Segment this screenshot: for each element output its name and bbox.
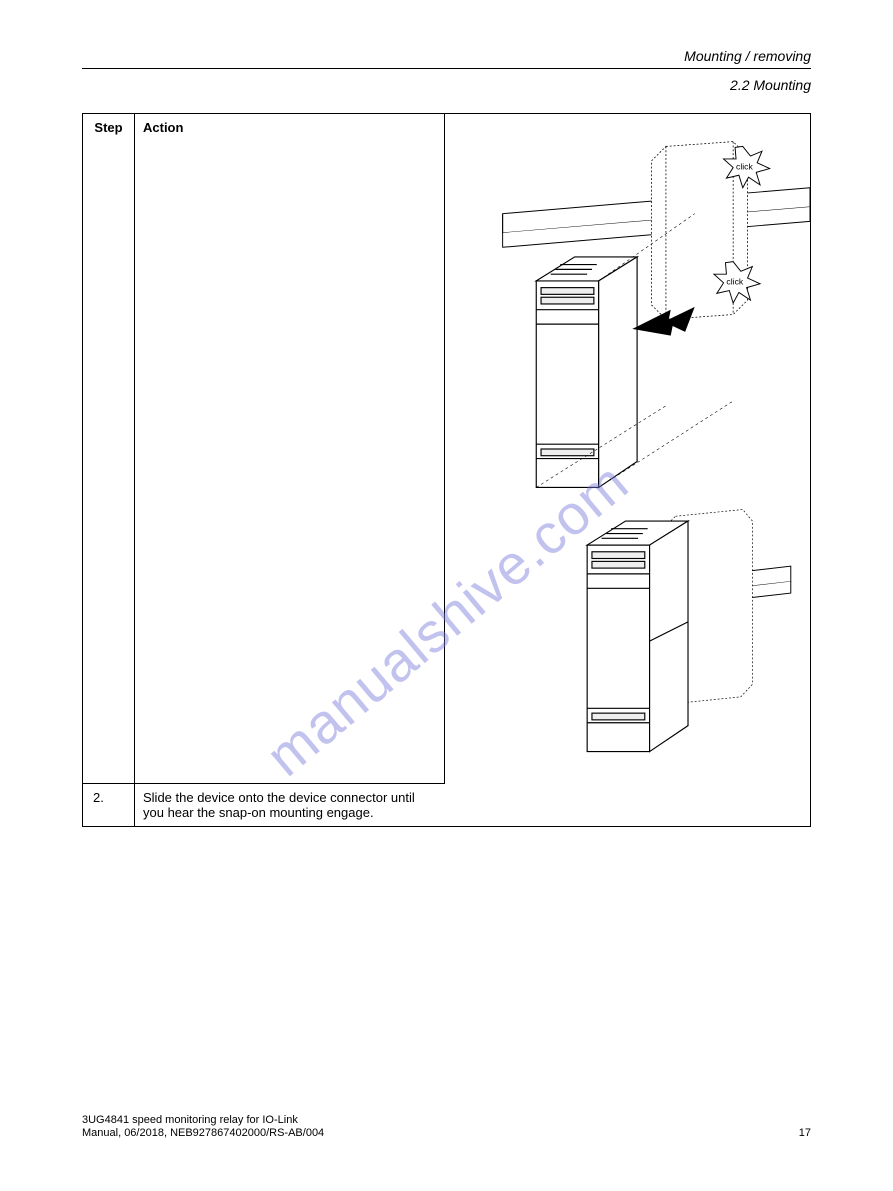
header-rule	[82, 68, 811, 69]
col-header-step: Step	[83, 114, 135, 784]
footer-page-number: 17	[799, 1127, 811, 1139]
step-number: 2.	[83, 784, 135, 826]
click-callout-2: click	[726, 277, 743, 287]
instruction-table: Step Action	[82, 113, 811, 827]
click-callout-1: click	[736, 161, 753, 171]
mounting-diagram: click click	[445, 114, 810, 784]
footer-doc-id: Manual, 06/2018, NEB927867402000/RS-AB/0…	[82, 1127, 811, 1139]
footer-product: 3UG4841 speed monitoring relay for IO-Li…	[82, 1114, 811, 1126]
page-footer: 3UG4841 speed monitoring relay for IO-Li…	[82, 1114, 811, 1139]
step-action: Slide the device onto the device connect…	[135, 784, 445, 826]
section-number: 2.2 Mounting	[82, 77, 811, 93]
col-header-action: Action	[135, 114, 445, 784]
instruction-image-cell: click click	[445, 114, 810, 784]
page-header: Mounting / removing	[82, 48, 811, 68]
